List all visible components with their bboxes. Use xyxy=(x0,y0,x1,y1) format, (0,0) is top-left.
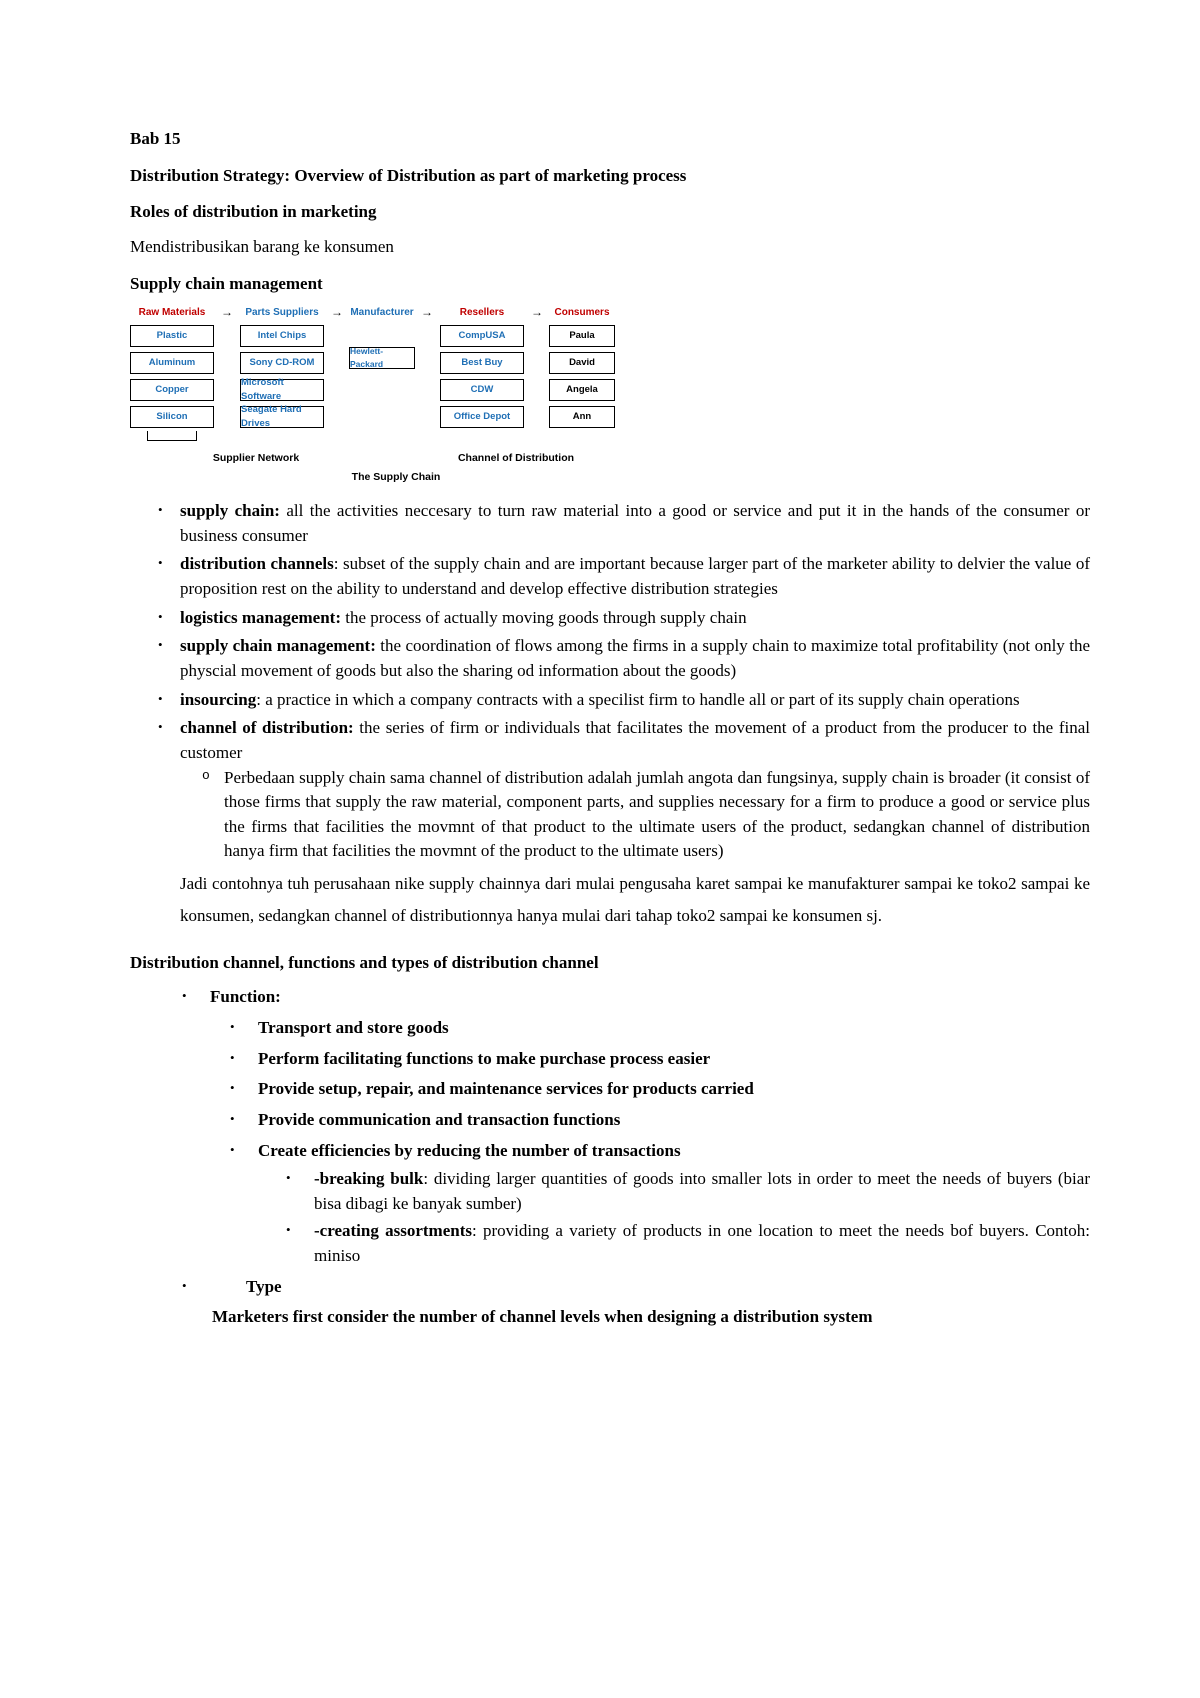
function-subitem-text: Create efficiencies by reducing the numb… xyxy=(258,1141,681,1160)
box-raw: Plastic xyxy=(130,325,214,347)
chapter-label: Bab 15 xyxy=(130,127,1090,152)
definition-sub: Perbedaan supply chain sama channel of d… xyxy=(180,766,1090,865)
definition-term: logistics management: xyxy=(180,608,341,627)
box-reseller: Office Depot xyxy=(440,406,524,428)
type-label: Type xyxy=(246,1277,282,1296)
col-raw-materials: Raw Materials Plastic Aluminum Copper Si… xyxy=(126,306,218,441)
box-raw: Silicon xyxy=(130,406,214,428)
function-label: Function: xyxy=(210,987,281,1006)
arrow-icon: → xyxy=(331,304,343,321)
box-mfr: Hewlett-Packard xyxy=(349,347,415,369)
footer-supplier-network: Supplier Network xyxy=(126,451,386,466)
box-consumer: Angela xyxy=(549,379,615,401)
definition-term: supply chain: xyxy=(180,501,280,520)
diagram-caption: The Supply Chain xyxy=(126,470,666,485)
definition-text: : a practice in which a company contract… xyxy=(256,690,1019,709)
box-raw: Aluminum xyxy=(130,352,214,374)
definition-item: insourcing: a practice in which a compan… xyxy=(130,688,1090,713)
hdr-raw: Raw Materials xyxy=(139,306,206,321)
definition-text: all the activities neccesary to turn raw… xyxy=(180,501,1090,545)
arrow-icon: → xyxy=(421,304,433,321)
functions-sublist: Transport and store goods Perform facilit… xyxy=(210,1016,1090,1269)
box-parts: Sony CD-ROM xyxy=(240,352,324,374)
definition-term: distribution channels xyxy=(180,554,334,573)
efficiency-item: -breaking bulk: dividing larger quantiti… xyxy=(258,1167,1090,1216)
efficiency-text: : dividing larger quantities of goods in… xyxy=(314,1169,1090,1213)
box-consumer: David xyxy=(549,352,615,374)
type-item: Type Marketers first consider the number… xyxy=(156,1275,1090,1330)
arrow-icon: → xyxy=(531,304,543,321)
efficiency-item: -creating assortments: providing a varie… xyxy=(258,1219,1090,1268)
function-subitem-text: Provide communication and transaction fu… xyxy=(258,1110,620,1129)
roles-heading: Roles of distribution in marketing xyxy=(130,200,1090,225)
arrow-icon: → xyxy=(221,304,233,321)
supply-chain-diagram: Raw Materials Plastic Aluminum Copper Si… xyxy=(126,306,666,485)
col-resellers: Resellers CompUSA Best Buy CDW Office De… xyxy=(436,306,528,433)
scm-heading: Supply chain management xyxy=(130,272,1090,297)
box-parts: Intel Chips xyxy=(240,325,324,347)
function-subitem: Provide communication and transaction fu… xyxy=(210,1108,1090,1133)
col-mfr: Manufacturer Hewlett-Packard xyxy=(346,306,418,374)
page-title: Distribution Strategy: Overview of Distr… xyxy=(130,164,1090,189)
col-consumers: Consumers Paula David Angela Ann xyxy=(546,306,618,433)
efficiency-term: -breaking bulk xyxy=(314,1169,423,1188)
box-parts: Microsoft Software xyxy=(240,379,324,401)
box-reseller: CDW xyxy=(440,379,524,401)
type-text: Marketers first consider the number of c… xyxy=(212,1307,872,1326)
col-parts: Parts Suppliers Intel Chips Sony CD-ROM … xyxy=(236,306,328,433)
efficiency-term: -creating assortments xyxy=(314,1221,472,1240)
function-item: Function: Transport and store goods Perfo… xyxy=(156,985,1090,1268)
box-consumer: Paula xyxy=(549,325,615,347)
stub xyxy=(147,431,197,441)
example-paragraph: Jadi contohnya tuh perusahaan nike suppl… xyxy=(180,868,1090,933)
function-subitem-text: Transport and store goods xyxy=(258,1018,449,1037)
function-subitem: Transport and store goods xyxy=(210,1016,1090,1041)
function-subitem-text: Provide setup, repair, and maintenance s… xyxy=(258,1079,754,1098)
function-subitem: Provide setup, repair, and maintenance s… xyxy=(210,1077,1090,1102)
box-parts: Seagate Hard Drives xyxy=(240,406,324,428)
definition-item: supply chain: all the activities neccesa… xyxy=(130,499,1090,548)
definition-item: supply chain management: the coordinatio… xyxy=(130,634,1090,683)
definition-text: the process of actually moving goods thr… xyxy=(341,608,747,627)
definition-term: supply chain management: xyxy=(180,636,376,655)
dc-heading: Distribution channel, functions and type… xyxy=(130,951,1090,976)
definition-item: channel of distribution: the series of f… xyxy=(130,716,1090,864)
footer-channel-dist: Channel of Distribution xyxy=(386,451,646,466)
function-subitem: Perform facilitating functions to make p… xyxy=(210,1047,1090,1072)
definition-item: logistics management: the process of act… xyxy=(130,606,1090,631)
roles-text: Mendistribusikan barang ke konsumen xyxy=(130,235,1090,260)
definition-item: distribution channels: subset of the sup… xyxy=(130,552,1090,601)
hdr-parts: Parts Suppliers xyxy=(245,306,318,321)
box-reseller: CompUSA xyxy=(440,325,524,347)
function-subitem-text: Perform facilitating functions to make p… xyxy=(258,1049,710,1068)
definitions-list: supply chain: all the activities neccesa… xyxy=(130,499,1090,864)
fn-type-outer: Function: Transport and store goods Perfo… xyxy=(156,985,1090,1330)
definition-term: insourcing xyxy=(180,690,256,709)
hdr-mfr: Manufacturer xyxy=(350,306,413,321)
box-reseller: Best Buy xyxy=(440,352,524,374)
box-raw: Copper xyxy=(130,379,214,401)
function-subitem: Create efficiencies by reducing the numb… xyxy=(210,1139,1090,1269)
hdr-consumers: Consumers xyxy=(554,306,609,321)
hdr-resellers: Resellers xyxy=(460,306,504,321)
box-consumer: Ann xyxy=(549,406,615,428)
definition-term: channel of distribution: xyxy=(180,718,354,737)
